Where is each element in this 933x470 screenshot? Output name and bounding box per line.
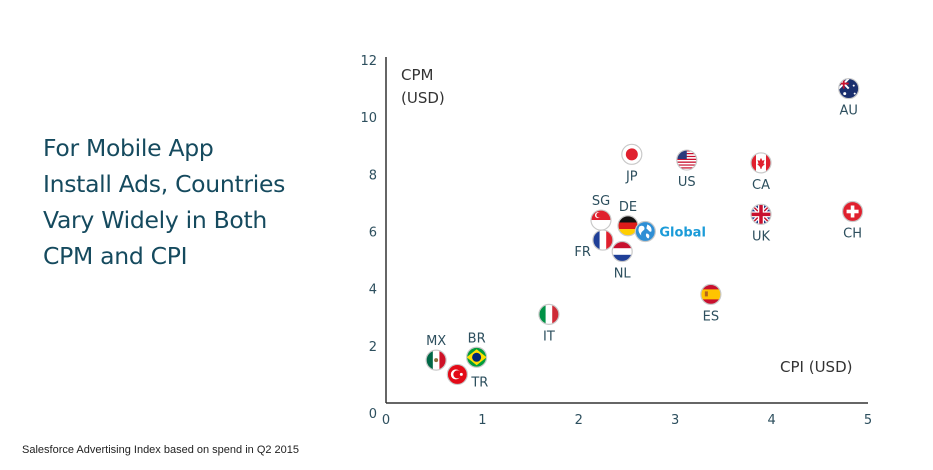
data-point-ch: CH — [841, 200, 864, 241]
data-point-br: BR — [466, 331, 488, 368]
point-label: NL — [614, 267, 632, 282]
data-point-nl: NL — [611, 240, 633, 282]
flag-turkey-icon — [446, 363, 468, 386]
x-tick-label: 1 — [478, 413, 486, 428]
point-label: AU — [840, 104, 858, 119]
flag-uk-icon — [750, 203, 772, 225]
data-point-uk: UK — [750, 203, 772, 244]
y-tick-label: 4 — [369, 283, 377, 298]
flag-canada-icon — [750, 152, 772, 174]
flag-usa-icon — [676, 149, 698, 171]
x-tick-label: 0 — [382, 413, 390, 428]
point-label: Global — [659, 226, 706, 241]
flag-switzerland-icon — [841, 200, 864, 223]
point-label: UK — [752, 229, 771, 244]
flag-brazil-icon — [466, 346, 488, 368]
point-label: SG — [592, 194, 610, 209]
point-label: DE — [619, 200, 637, 215]
x-tick-label: 5 — [864, 413, 872, 428]
source-note: Salesforce Advertising Index based on sp… — [22, 444, 300, 456]
data-point-jp: JP — [621, 143, 643, 184]
y-tick-label: 10 — [360, 111, 377, 126]
flag-australia-icon — [838, 77, 860, 100]
data-point-mx: MX — [425, 334, 447, 371]
data-point-global: Global — [634, 220, 706, 243]
chart-headline: For Mobile App Install Ads, Countries Va… — [43, 134, 286, 270]
flag-italy-icon — [538, 303, 560, 325]
point-label: BR — [468, 331, 486, 346]
point-label: JP — [625, 169, 638, 184]
data-point-it: IT — [538, 303, 560, 344]
y-tick-label: 0 — [369, 407, 377, 422]
point-label: CH — [843, 226, 862, 241]
y-tick-label: 6 — [369, 226, 377, 241]
flag-japan-icon — [621, 143, 643, 165]
data-point-au: AU — [838, 77, 860, 119]
x-tick-label: 3 — [671, 413, 679, 428]
data-point-de: DE — [617, 200, 639, 237]
point-label: ES — [703, 309, 719, 324]
y-axis-label-line-1: CPM — [401, 66, 433, 84]
y-tick-label: 12 — [360, 54, 377, 69]
y-axis-label-line-2: (USD) — [401, 89, 445, 107]
data-point-es: ES — [700, 283, 722, 324]
point-label: TR — [470, 375, 488, 390]
x-axis-label: CPI (USD) — [780, 358, 852, 376]
flag-mexico-icon — [425, 349, 447, 371]
point-label: CA — [752, 178, 770, 193]
x-tick-label: 4 — [767, 413, 775, 428]
globe-icon — [634, 220, 656, 243]
point-label: MX — [426, 334, 446, 349]
y-tick-label: 8 — [369, 168, 377, 183]
point-label: US — [678, 175, 696, 190]
y-tick-label: 2 — [369, 340, 377, 355]
point-label: IT — [543, 329, 555, 344]
x-tick-label: 2 — [575, 413, 583, 428]
data-point-fr: FR — [574, 229, 614, 260]
flag-singapore-icon — [590, 209, 612, 231]
data-point-tr: TR — [446, 363, 488, 390]
flag-france-icon — [592, 229, 614, 251]
flag-netherlands-icon — [611, 240, 633, 263]
data-point-ca: CA — [750, 152, 772, 193]
point-label: FR — [574, 245, 591, 260]
data-point-us: US — [676, 149, 698, 190]
flag-spain-icon — [700, 283, 722, 305]
data-point-sg: SG — [590, 194, 612, 231]
